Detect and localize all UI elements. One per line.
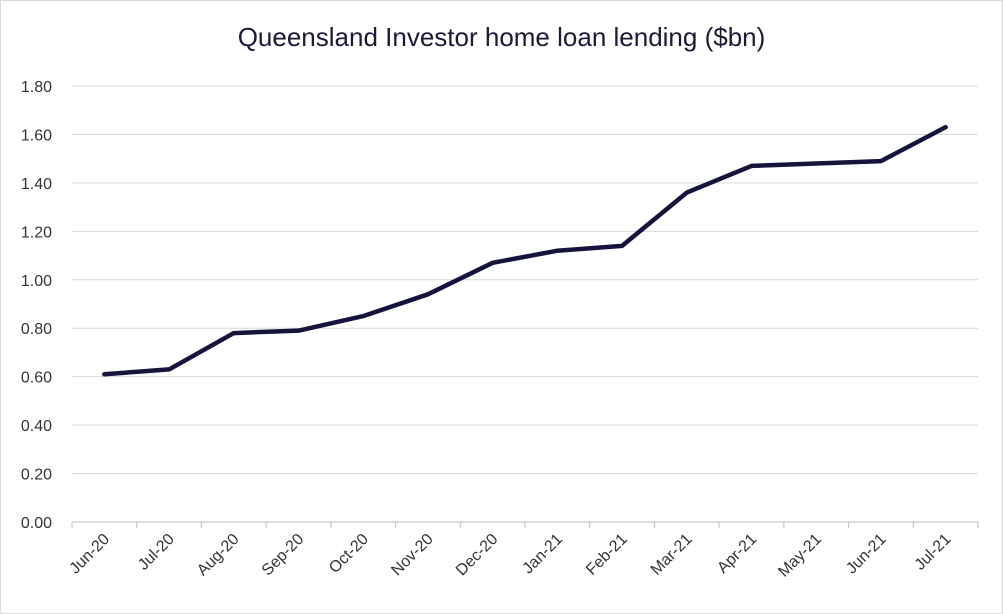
x-tick-label: Nov-20 xyxy=(388,531,437,580)
y-axis-ticks: 0.00 0.20 0.40 0.60 0.80 1.00 1.20 1.40 1.60 1.80 xyxy=(21,79,52,532)
x-tick-label: Jun-21 xyxy=(843,531,890,578)
x-tick-label: Jan-21 xyxy=(520,531,567,578)
x-axis xyxy=(71,521,979,528)
y-tick-label: 0.00 xyxy=(21,515,52,532)
gridlines xyxy=(72,85,978,475)
x-axis-ticks: Jun-20 Jul-20 Aug-20 Sep-20 Oct-20 Nov-20 Dec-… xyxy=(67,531,955,581)
y-tick-label: 1.80 xyxy=(21,79,52,96)
x-tick-label: Oct-20 xyxy=(326,531,372,577)
x-tick-label: Mar-21 xyxy=(648,531,696,579)
series-line-group xyxy=(102,124,948,377)
x-tick-label: Dec-20 xyxy=(453,531,502,580)
chart-title: Queensland Investor home loan lending ($… xyxy=(237,22,766,52)
y-tick-label: 1.40 xyxy=(21,176,52,193)
x-tick-label: Aug-20 xyxy=(194,531,243,580)
y-tick-label: 1.60 xyxy=(21,127,52,144)
y-tick-label: 0.40 xyxy=(21,418,52,435)
y-tick-label: 1.20 xyxy=(21,224,52,241)
x-tick-label: Sep-20 xyxy=(259,531,308,580)
x-tick-label: Apr-21 xyxy=(714,531,760,577)
x-tick-label: Jul-20 xyxy=(135,531,178,574)
x-tick-label: Feb-21 xyxy=(583,531,631,579)
y-tick-label: 0.20 xyxy=(21,467,52,484)
y-tick-label: 0.80 xyxy=(21,321,52,338)
y-tick-label: 1.00 xyxy=(21,273,52,290)
x-tick-label: Jun-20 xyxy=(67,531,114,578)
series-line xyxy=(102,124,948,377)
y-tick-label: 0.60 xyxy=(21,370,52,387)
x-tick-label: Jul-21 xyxy=(912,531,955,574)
x-tick-label: May-21 xyxy=(775,531,825,581)
